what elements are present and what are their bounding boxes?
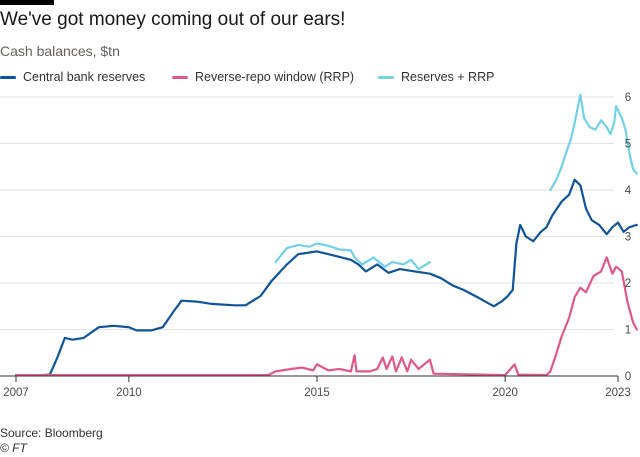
source-note: Source: Bloomberg [0,426,103,440]
x-tick-label-2007: 2007 [3,387,29,399]
grid-layer [0,96,614,330]
legend-label-reserves-plus-rrp: Reserves + RRP [401,70,495,84]
y-tick-label-4: 4 [625,185,632,197]
legend-swatch-rrp [172,75,188,79]
axis-layer: 0 1 2 3 4 5 6 2007 2010 2015 2020 2023 [0,92,632,399]
y-tick-label-1: 1 [625,325,631,337]
legend-label-rrp: Reverse-repo window (RRP) [195,70,355,84]
y-tick-label-0: 0 [625,371,631,383]
series-line-central-bank-reserves-2 [14,178,638,377]
line-chart: 0 1 2 3 4 5 6 2007 2010 2015 2020 2023 [0,92,638,399]
chart-title: We've got money coming out of our ears! [0,9,346,30]
x-tick-label-2020: 2020 [492,387,518,399]
legend-swatch-reserves-plus-rrp [378,75,394,79]
ft-credit: © FT [0,441,27,455]
y-tick-label-6: 6 [625,92,631,104]
x-tick-label-2010: 2010 [116,387,142,399]
series-line-reverse-repo-window-rrp-3 [14,256,638,377]
legend-swatch-central-bank-reserves [0,75,16,79]
ft-top-bar [0,0,54,5]
legend-item-rrp: Reverse-repo window (RRP) [172,70,354,84]
legend-item-central-bank-reserves: Central bank reserves [0,70,145,84]
series-layer [14,93,638,377]
series-line-reserves-rrp-0 [274,242,431,271]
y-tick-label-3: 3 [625,232,631,244]
y-tick-label-2: 2 [625,278,631,290]
series-line-reserves-rrp-1 [549,93,638,192]
legend-item-reserves-plus-rrp: Reserves + RRP [378,70,494,84]
x-tick-label-2015: 2015 [304,387,330,399]
x-tick-label-2023: 2023 [605,387,631,399]
y-tick-label-5: 5 [625,139,631,151]
legend-label-central-bank-reserves: Central bank reserves [23,70,146,84]
chart-subtitle: Cash balances, $tn [0,43,120,59]
